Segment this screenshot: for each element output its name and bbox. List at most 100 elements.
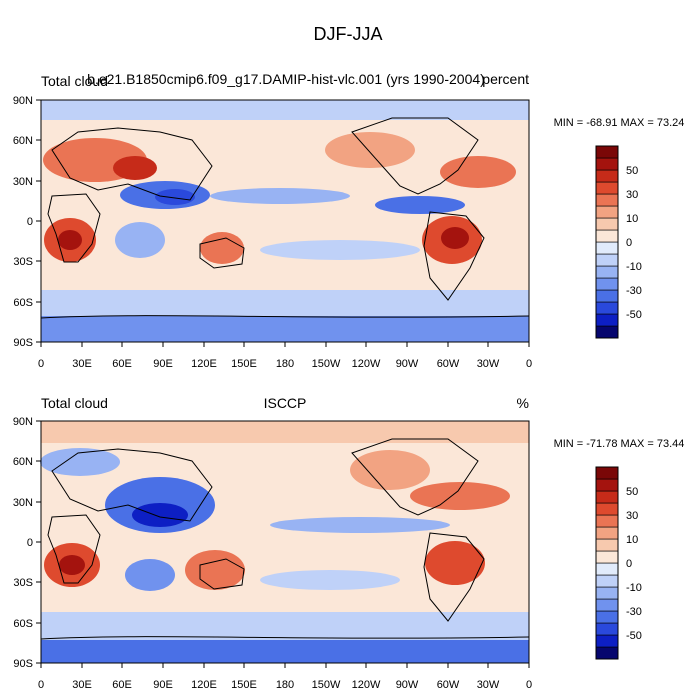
lon-label: 120W <box>352 358 381 370</box>
colorbar-box <box>595 289 619 303</box>
lon-label: 120E <box>191 358 217 370</box>
colorbar-boxes <box>595 466 619 660</box>
colorbar-label: -30 <box>626 606 642 618</box>
panel-minmax: MIN = -71.78 MAX = 73.44 <box>554 438 685 450</box>
lon-label: 0 <box>526 358 532 370</box>
lat-label: 90S <box>13 337 33 349</box>
lat-label: 0 <box>27 216 33 228</box>
colorbar-label: -10 <box>626 261 642 273</box>
colorbar-box <box>595 205 619 219</box>
colorbar-label: 10 <box>626 213 638 225</box>
colorbar-box <box>595 325 619 339</box>
colorbar-box <box>595 241 619 255</box>
colorbar-box <box>595 277 619 291</box>
colorbar-box <box>595 265 619 279</box>
colorbar-box <box>595 490 619 504</box>
colorbar-box <box>595 157 619 171</box>
panel-center-title: b.e21.B1850cmip6.f09_g17.DAMIP-hist-vlc.… <box>87 71 485 87</box>
colorbar-box <box>595 169 619 183</box>
lat-label: 30S <box>13 577 33 589</box>
colorbar-label: 30 <box>626 510 638 522</box>
lat-label: 30N <box>13 176 33 188</box>
lat-label: 30S <box>13 256 33 268</box>
colorbar-box <box>595 550 619 564</box>
lat-label: 60N <box>13 135 33 147</box>
lat-label: 60N <box>13 456 33 468</box>
colorbar-label: -30 <box>626 285 642 297</box>
lon-label: 90W <box>396 358 419 370</box>
colorbar-box <box>595 598 619 612</box>
lat-axis: 90N 60N 30N 0 30S 60S 90S <box>13 416 41 670</box>
panel-center-title: ISCCP <box>264 395 307 411</box>
lon-label: 60W <box>437 358 460 370</box>
colorbar-box <box>595 301 619 315</box>
lat-label: 0 <box>27 537 33 549</box>
lon-label: 60E <box>112 358 132 370</box>
lon-axis: 0 30E 60E 90E 120E 150E 180 150W 120W 90… <box>38 342 532 370</box>
lon-label: 0 <box>38 358 44 370</box>
colorbar-box <box>595 514 619 528</box>
lon-label: 150W <box>312 358 341 370</box>
colorbar-box <box>595 634 619 648</box>
panel-left-title: Total cloud <box>41 395 108 411</box>
panel-minmax: MIN = -68.91 MAX = 73.24 <box>554 117 685 129</box>
lon-label: 0 <box>38 679 44 691</box>
colorbar-label: 30 <box>626 189 638 201</box>
colorbar-box <box>595 466 619 480</box>
lat-label: 90N <box>13 416 33 428</box>
lon-label: 30E <box>72 358 92 370</box>
figure-title: DJF-JJA <box>314 24 383 44</box>
colorbar-label: -10 <box>626 582 642 594</box>
colorbar-box <box>595 622 619 636</box>
map-field <box>40 100 530 342</box>
colorbar-box <box>595 562 619 576</box>
colorbar-box <box>595 574 619 588</box>
colorbar-box <box>595 181 619 195</box>
colorbar-label: -50 <box>626 630 642 642</box>
colorbar: 50 30 10 0 -10 -30 -50 <box>595 145 642 339</box>
lon-label: 60W <box>437 679 460 691</box>
colorbar-box <box>595 478 619 492</box>
colorbar-box <box>595 217 619 231</box>
lon-axis: 0 30E 60E 90E 120E 150E 180 150W 120W 90… <box>38 663 532 691</box>
lon-label: 0 <box>526 679 532 691</box>
map-field <box>40 421 530 663</box>
lon-label: 30E <box>72 679 92 691</box>
lon-label: 180 <box>276 679 294 691</box>
lat-label: 60S <box>13 618 33 630</box>
lon-label: 90E <box>153 679 173 691</box>
panel-left-title: Total cloud <box>41 73 108 89</box>
colorbar-label: -50 <box>626 309 642 321</box>
colorbar-box <box>595 538 619 552</box>
panel-observation: Total cloud ISCCP % MIN = -71.78 MAX = 7… <box>13 395 685 691</box>
lon-label: 30W <box>477 679 500 691</box>
colorbar-box <box>595 253 619 267</box>
lat-label: 60S <box>13 297 33 309</box>
colorbar-box <box>595 610 619 624</box>
colorbar-label: 10 <box>626 534 638 546</box>
colorbar-box <box>595 313 619 327</box>
colorbar-box <box>595 502 619 516</box>
colorbar-box <box>595 586 619 600</box>
colorbar-boxes <box>595 145 619 339</box>
colorbar-box <box>595 526 619 540</box>
lon-label: 90E <box>153 358 173 370</box>
lon-label: 180 <box>276 358 294 370</box>
lon-label: 150W <box>312 679 341 691</box>
lat-label: 30N <box>13 497 33 509</box>
colorbar-box <box>595 145 619 159</box>
lon-label: 150E <box>231 679 257 691</box>
colorbar-label: 50 <box>626 165 638 177</box>
lat-axis: 90N 60N 30N 0 30S 60S 90S <box>13 95 41 349</box>
colorbar-box <box>595 229 619 243</box>
lon-label: 30W <box>477 358 500 370</box>
lon-label: 120W <box>352 679 381 691</box>
lat-label: 90S <box>13 658 33 670</box>
colorbar: 50 30 10 0 -10 -30 -50 <box>595 466 642 660</box>
lat-label: 90N <box>13 95 33 107</box>
colorbar-label: 0 <box>626 558 632 570</box>
panel-right-title: % <box>517 395 529 411</box>
colorbar-box <box>595 646 619 660</box>
colorbar-label: 50 <box>626 486 638 498</box>
